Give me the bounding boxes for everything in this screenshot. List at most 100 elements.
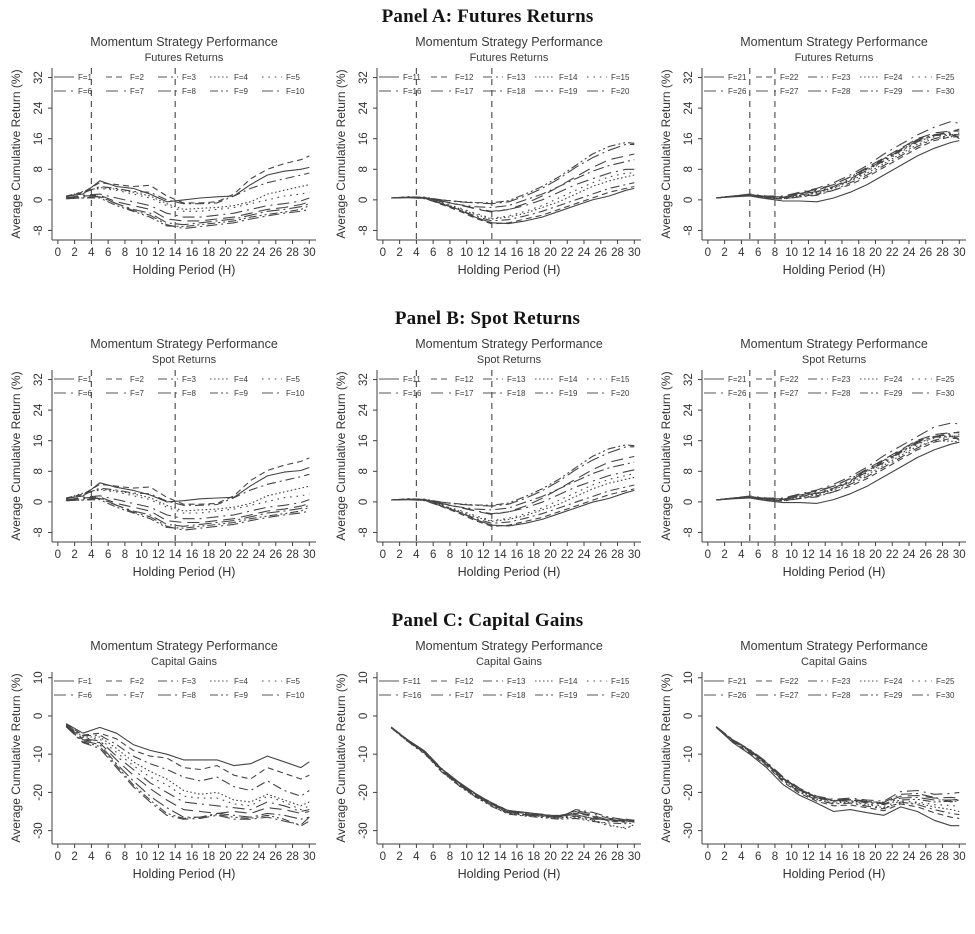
legend-label: F=20 [611, 389, 630, 398]
series-line-f26 [716, 120, 960, 199]
x-tick-label: 24 [903, 851, 916, 863]
legend-label: F=5 [286, 677, 301, 686]
x-tick-label: 10 [785, 247, 798, 259]
series-line-f14 [391, 476, 635, 522]
y-tick-label: 24 [33, 403, 45, 416]
x-tick-label: 0 [705, 247, 711, 259]
x-tick-label: 2 [396, 247, 402, 259]
chart-subtitle: Capital Gains [476, 656, 543, 668]
legend-label: F=11 [403, 677, 421, 686]
legend-label: F=26 [728, 87, 747, 96]
chart-capgains-f1-f10: Momentum Strategy Performance Capital Gai… [9, 639, 316, 881]
legend-label: F=28 [832, 691, 851, 700]
series-line-f4 [66, 184, 310, 210]
legend-label: F=21 [728, 677, 747, 686]
series-line-f8 [65, 725, 310, 820]
chart-title: Momentum Strategy Performance [415, 337, 603, 351]
legend-label: F=22 [780, 677, 799, 686]
x-tick-label: 4 [88, 549, 95, 561]
x-tick-label: 12 [802, 247, 815, 259]
chart-title: Momentum Strategy Performance [415, 35, 603, 49]
legend-label: F=15 [611, 73, 630, 82]
x-tick-label: 22 [236, 851, 249, 863]
x-tick-label: 30 [303, 851, 316, 863]
y-tick-label: 32 [33, 71, 45, 84]
x-tick-label: 8 [447, 851, 453, 863]
y-tick-label: 24 [358, 101, 370, 114]
legend-label: F=1 [78, 73, 93, 82]
series-line-f9 [66, 197, 310, 228]
series-line-f16 [391, 469, 635, 515]
y-tick-label: -20 [33, 784, 45, 801]
legend-label: F=18 [507, 389, 526, 398]
x-tick-label: 20 [544, 549, 557, 561]
y-tick-label: 16 [358, 132, 370, 145]
x-tick-label: 18 [852, 851, 865, 863]
legend-label: F=22 [780, 73, 799, 82]
x-tick-label: 6 [105, 851, 111, 863]
series-line-f21 [715, 726, 960, 827]
x-tick-label: 28 [936, 851, 949, 863]
legend-label: F=10 [286, 87, 305, 96]
x-tick-label: 10 [785, 549, 798, 561]
series-line-f23 [716, 435, 960, 502]
x-tick-label: 16 [186, 247, 199, 259]
legend-label: F=16 [403, 389, 422, 398]
chart-spot-f11-f20: Momentum Strategy Performance Spot Return… [334, 337, 641, 579]
series-line-f10 [65, 726, 310, 826]
y-axis-label: Average Cumulative Return (%) [659, 69, 673, 238]
chart-futures-f11-f20: Momentum Strategy Performance Futures Ret… [334, 35, 641, 277]
series-line-f23 [715, 726, 960, 816]
series-line-f30 [716, 431, 960, 501]
y-tick-label: 8 [33, 468, 45, 474]
x-tick-label: 16 [836, 851, 849, 863]
x-tick-label: 12 [152, 851, 165, 863]
x-tick-label: 12 [477, 247, 490, 259]
legend-label: F=22 [780, 375, 799, 384]
legend-label: F=26 [728, 691, 747, 700]
legend-label: F=9 [234, 87, 249, 96]
series-line-f19 [391, 141, 635, 204]
y-tick-label: 24 [358, 403, 370, 416]
x-tick-label: 20 [219, 851, 232, 863]
x-tick-label: 22 [561, 247, 574, 259]
series-line-f4 [66, 485, 310, 512]
series-line-f7 [65, 725, 310, 814]
x-tick-label: 30 [303, 549, 316, 561]
y-tick-label: 8 [358, 166, 370, 172]
x-tick-label: 2 [396, 549, 402, 561]
series-line-f8 [66, 196, 310, 226]
y-tick-label: -30 [683, 822, 695, 839]
y-tick-label: 0 [33, 197, 45, 203]
x-tick-label: 8 [447, 247, 453, 259]
series-line-f11 [390, 726, 635, 823]
legend-label: F=27 [780, 691, 799, 700]
legend-label: F=2 [130, 677, 145, 686]
x-tick-label: 24 [903, 549, 916, 561]
chart-title: Momentum Strategy Performance [415, 639, 603, 653]
series-line-f3 [65, 724, 310, 797]
x-tick-label: 10 [135, 247, 148, 259]
legend-label: F=30 [936, 87, 955, 96]
x-tick-label: 14 [169, 549, 182, 561]
y-tick-label: 10 [33, 671, 45, 684]
chart-subtitle: Spot Returns [802, 354, 867, 366]
x-tick-label: 2 [71, 851, 77, 863]
x-tick-label: 16 [186, 851, 199, 863]
x-tick-label: 18 [852, 247, 865, 259]
legend-label: F=9 [234, 691, 249, 700]
x-tick-label: 24 [903, 247, 916, 259]
x-tick-label: 14 [819, 247, 832, 259]
legend-label: F=19 [559, 87, 578, 96]
series-line-f12 [390, 727, 635, 823]
x-tick-label: 2 [721, 851, 727, 863]
y-tick-label: 16 [358, 434, 370, 447]
y-axis-label: Average Cumulative Return (%) [334, 371, 348, 540]
series-line-f21 [716, 140, 960, 203]
x-tick-label: 10 [785, 851, 798, 863]
x-tick-label: 12 [477, 549, 490, 561]
legend-label: F=29 [884, 389, 903, 398]
y-tick-label: 8 [33, 166, 45, 172]
legend-label: F=5 [286, 73, 301, 82]
series-line-f28 [716, 132, 960, 199]
